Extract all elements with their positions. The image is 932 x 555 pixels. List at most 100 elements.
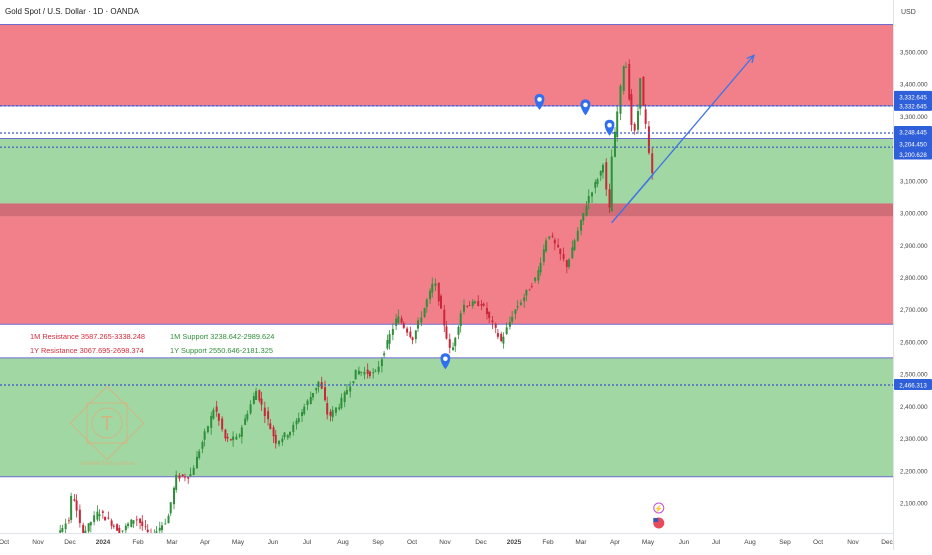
candles-layer[interactable] <box>59 59 654 542</box>
candle-body[interactable] <box>516 306 519 308</box>
candle-body[interactable] <box>411 337 414 341</box>
candle-body[interactable] <box>425 299 428 308</box>
candle-body[interactable] <box>440 295 443 309</box>
candle-body[interactable] <box>160 525 163 531</box>
candle-body[interactable] <box>203 431 206 440</box>
candle-body[interactable] <box>354 369 357 380</box>
candle-body[interactable] <box>383 353 386 356</box>
candle-body[interactable] <box>454 337 457 347</box>
candle-body[interactable] <box>537 270 540 281</box>
map-pin-icon[interactable] <box>604 119 615 136</box>
candle-body[interactable] <box>391 328 394 335</box>
candle-body[interactable] <box>278 440 281 445</box>
candle-body[interactable] <box>118 527 121 534</box>
candle-body[interactable] <box>551 235 554 237</box>
candle-body[interactable] <box>466 305 469 307</box>
candle-body[interactable] <box>164 523 167 525</box>
candle-body[interactable] <box>221 418 224 430</box>
candle-body[interactable] <box>605 162 608 190</box>
candle-body[interactable] <box>212 409 215 419</box>
candle-body[interactable] <box>329 411 332 416</box>
candle-body[interactable] <box>457 326 460 335</box>
candle-body[interactable] <box>155 531 158 533</box>
candle-body[interactable] <box>619 85 622 114</box>
candle-body[interactable] <box>246 413 249 420</box>
candle-body[interactable] <box>485 307 488 315</box>
candle-body[interactable] <box>183 476 186 478</box>
candle-body[interactable] <box>89 522 92 526</box>
candle-body[interactable] <box>372 372 375 374</box>
candle-body[interactable] <box>141 521 144 527</box>
candle-body[interactable] <box>67 520 70 522</box>
lightning-icon[interactable] <box>653 502 665 514</box>
candle-body[interactable] <box>562 254 565 259</box>
candle-body[interactable] <box>269 423 272 430</box>
candle-body[interactable] <box>235 436 238 440</box>
candle-body[interactable] <box>121 530 124 532</box>
candle-body[interactable] <box>363 371 366 375</box>
candle-body[interactable] <box>622 66 625 91</box>
candle-body[interactable] <box>78 509 81 524</box>
candle-body[interactable] <box>402 323 405 328</box>
candle-body[interactable] <box>473 301 476 304</box>
candle-body[interactable] <box>585 205 588 216</box>
candle-body[interactable] <box>112 525 115 527</box>
candle-body[interactable] <box>636 111 639 130</box>
candle-body[interactable] <box>238 434 241 437</box>
candle-body[interactable] <box>288 431 291 436</box>
map-pin-icon[interactable] <box>534 93 545 110</box>
candle-body[interactable] <box>468 305 471 306</box>
candle-body[interactable] <box>514 309 517 314</box>
candle-body[interactable] <box>101 511 104 513</box>
candle-body[interactable] <box>388 334 391 344</box>
map-pin-icon[interactable] <box>440 353 451 370</box>
candle-body[interactable] <box>596 179 599 185</box>
candle-body[interactable] <box>459 313 462 327</box>
candle-body[interactable] <box>406 328 409 333</box>
candle-body[interactable] <box>267 411 270 420</box>
candle-body[interactable] <box>306 400 309 406</box>
candle-body[interactable] <box>616 111 619 138</box>
candle-body[interactable] <box>303 406 306 414</box>
price-label-tag[interactable] <box>894 138 932 150</box>
price-label-tag[interactable] <box>894 378 932 390</box>
candle-body[interactable] <box>258 390 261 401</box>
candle-body[interactable] <box>249 404 252 414</box>
candle-body[interactable] <box>624 67 627 68</box>
candle-body[interactable] <box>630 94 633 125</box>
price-label-tag[interactable] <box>894 90 932 102</box>
candle-body[interactable] <box>178 475 181 479</box>
candle-body[interactable] <box>139 518 142 523</box>
candle-body[interactable] <box>601 164 604 173</box>
price-label-tag[interactable] <box>894 126 932 138</box>
candle-body[interactable] <box>110 520 113 526</box>
candle-body[interactable] <box>380 359 383 367</box>
candle-body[interactable] <box>181 474 184 477</box>
candle-body[interactable] <box>437 282 440 302</box>
candle-body[interactable] <box>59 530 62 533</box>
candle-body[interactable] <box>334 407 337 413</box>
price-label-tag[interactable] <box>894 148 932 160</box>
candle-body[interactable] <box>352 381 355 383</box>
candle-body[interactable] <box>505 327 508 335</box>
candle-body[interactable] <box>397 316 400 323</box>
candle-body[interactable] <box>429 290 432 300</box>
candle-body[interactable] <box>232 436 235 441</box>
candle-body[interactable] <box>445 326 448 339</box>
candle-body[interactable] <box>525 289 528 296</box>
candle-body[interactable] <box>240 427 243 437</box>
candle-body[interactable] <box>272 427 275 437</box>
candle-body[interactable] <box>553 239 556 244</box>
candle-body[interactable] <box>644 109 647 124</box>
candle-body[interactable] <box>434 283 437 286</box>
candle-body[interactable] <box>104 516 107 521</box>
candle-body[interactable] <box>311 392 314 398</box>
candle-body[interactable] <box>263 407 266 417</box>
candle-body[interactable] <box>343 392 346 403</box>
candle-body[interactable] <box>357 370 360 375</box>
candle-body[interactable] <box>573 240 576 251</box>
candle-body[interactable] <box>420 317 423 323</box>
candle-body[interactable] <box>448 339 451 348</box>
candle-body[interactable] <box>107 517 110 519</box>
candle-body[interactable] <box>523 297 526 302</box>
